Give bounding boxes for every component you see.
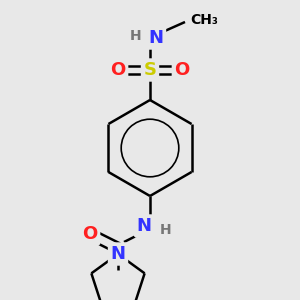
Text: H: H <box>160 223 172 237</box>
Text: O: O <box>110 61 126 79</box>
Text: N: N <box>136 217 152 235</box>
Text: O: O <box>174 61 190 79</box>
Text: O: O <box>82 225 98 243</box>
Text: H: H <box>130 29 142 43</box>
Text: S: S <box>143 61 157 79</box>
Text: N: N <box>110 245 125 263</box>
Text: N: N <box>148 29 164 47</box>
Text: CH₃: CH₃ <box>190 13 218 27</box>
